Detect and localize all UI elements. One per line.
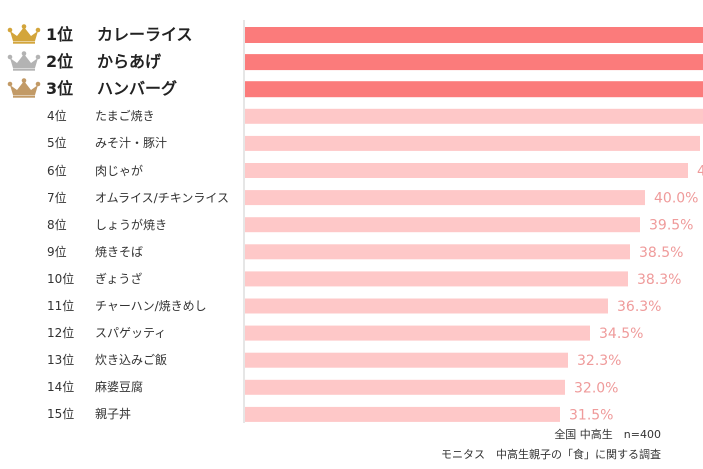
item-label-11: チャーハン/焼きめし (95, 299, 207, 313)
bar-12 (245, 325, 590, 341)
bar-10 (245, 271, 628, 287)
rank-2: 2位 (46, 52, 74, 72)
crown-bronze-icon (7, 78, 41, 98)
value-label-14: 32.0% (574, 380, 618, 396)
item-label-13: 炊き込みご飯 (95, 353, 168, 368)
rank-9: 9位 (47, 244, 67, 259)
sample-note: 全国 中高生 n=400 (554, 428, 661, 441)
rank-12: 12位 (47, 326, 75, 341)
bar-3 (245, 81, 703, 98)
item-label-12: スパゲッティ (95, 326, 167, 341)
bar-5 (245, 135, 700, 151)
value-label-8: 39.5% (649, 218, 693, 234)
bar-11 (245, 298, 608, 314)
item-label-2: からあげ (97, 52, 162, 72)
value-label-10: 38.3% (637, 272, 681, 288)
rank-8: 8位 (47, 217, 67, 232)
rank-6: 6位 (47, 163, 67, 178)
value-label-12: 34.5% (599, 326, 643, 342)
rank-5: 5位 (47, 136, 67, 151)
bar-7 (245, 190, 645, 206)
rank-1: 1位 (46, 25, 74, 44)
rank-10: 10位 (47, 271, 75, 286)
rank-4: 4位 (47, 109, 67, 124)
value-label-6: 44.3% (697, 164, 703, 180)
rank-7: 7位 (47, 190, 67, 205)
bar-2 (245, 54, 703, 71)
item-label-10: ぎょうざ (95, 271, 143, 286)
value-label-11: 36.3% (617, 299, 661, 315)
rank-11: 11位 (47, 299, 75, 313)
item-label-3: ハンバーグ (97, 79, 178, 99)
value-label-7: 40.0% (654, 191, 698, 207)
item-label-8: しょうが焼き (95, 217, 168, 232)
value-label-9: 38.5% (639, 245, 683, 261)
crown-gold-icon (7, 24, 41, 44)
item-label-15: 親子丼 (95, 407, 132, 422)
bar-9 (245, 244, 630, 260)
rank-15: 15位 (47, 407, 75, 422)
bar-15 (245, 406, 560, 422)
crown-silver-icon (7, 51, 41, 71)
bar-14 (245, 379, 565, 395)
rank-13: 13位 (47, 353, 75, 368)
rank-3: 3位 (46, 79, 74, 99)
bar-1 (245, 27, 703, 43)
bar-8 (245, 217, 640, 233)
value-label-15: 31.5% (569, 407, 613, 423)
item-label-14: 麻婆豆腐 (95, 380, 144, 395)
item-label-7: オムライス/チキンライス (95, 190, 230, 205)
value-label-13: 32.3% (577, 353, 621, 369)
item-label-6: 肉じゃが (95, 163, 144, 178)
rank-14: 14位 (47, 380, 75, 395)
source-note: モニタス 中高生親子の「食」に関する調査 (441, 448, 661, 461)
item-label-5: みそ汁・豚汁 (95, 136, 168, 151)
bar-13 (245, 352, 568, 368)
item-label-4: たまご焼き (95, 109, 155, 124)
bar-6 (245, 163, 688, 178)
item-label-9: 焼きそば (95, 244, 144, 259)
bar-4 (245, 108, 703, 124)
item-label-1: カレーライス (97, 25, 193, 44)
